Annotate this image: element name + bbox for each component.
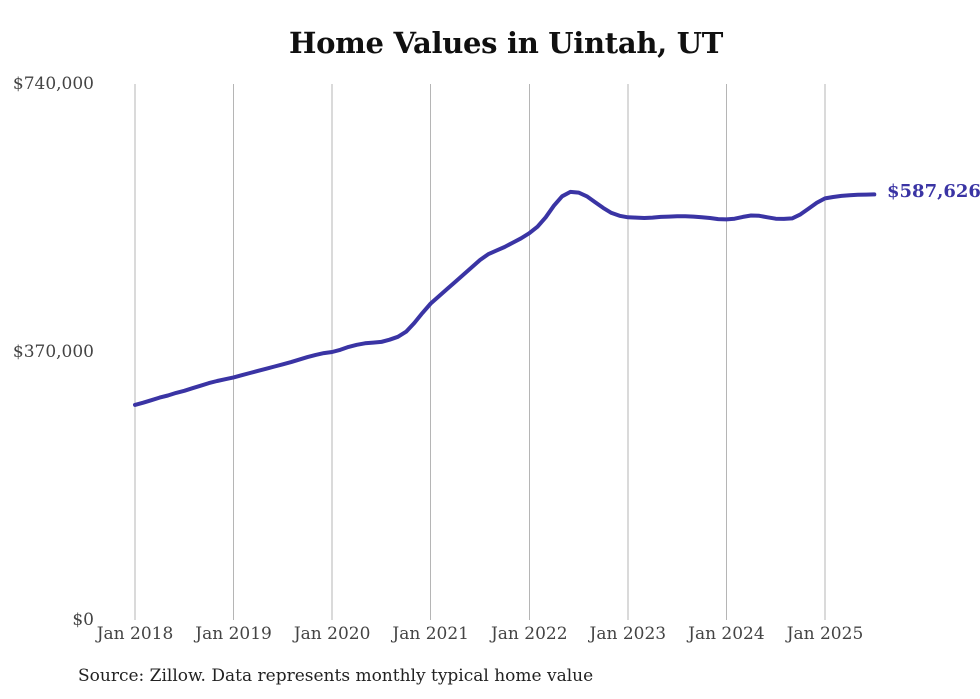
x-axis-label: Jan 2023 [589,624,667,644]
x-axis-label: Jan 2024 [688,624,765,644]
x-axis-label: Jan 2025 [786,624,864,644]
source-note: Source: Zillow. Data represents monthly … [78,666,594,686]
x-axis-label: Jan 2021 [392,624,469,644]
x-axis-label: Jan 2022 [490,624,568,644]
x-axis-label: Jan 2019 [195,624,272,644]
y-axis-label: $0 [72,610,94,630]
x-axis-label: Jan 2020 [293,624,371,644]
latest-value-label: $587,626 [887,181,980,202]
chart-title: Home Values in Uintah, UT [289,26,723,60]
y-axis-label: $370,000 [12,342,94,362]
y-axis-label: $740,000 [12,74,94,94]
home-value-line [133,189,877,407]
x-axis-label: Jan 2018 [96,624,174,644]
